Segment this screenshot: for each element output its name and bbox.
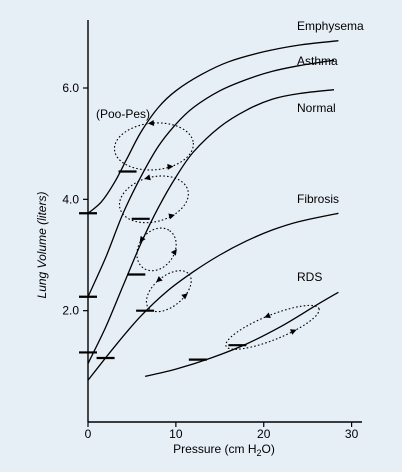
curve-rds — [144, 291, 339, 378]
loop-rds — [225, 304, 320, 350]
x-tick-label-20: 20 — [257, 427, 271, 441]
curve-fibrosis — [87, 212, 339, 381]
loop-arrow-lower-rds — [290, 329, 297, 335]
loop-arrow-lower-asthma — [168, 213, 175, 220]
x-axis-title-subscript: 2 — [256, 448, 261, 458]
axes — [87, 20, 362, 423]
loop-outline-emphysema — [113, 122, 194, 171]
loop-emphysema — [113, 119, 194, 171]
x-tick-label-30: 30 — [345, 427, 359, 441]
loop-outline-asthma — [118, 175, 189, 224]
loop-arrow-upper-fibrosis — [156, 276, 163, 283]
poo-pes-annotation: (Poo-Pes) — [96, 107, 150, 121]
loop-arrow-upper-rds — [264, 312, 271, 319]
y-tick-label-2: 2.0 — [62, 304, 79, 318]
curve-normal — [87, 89, 335, 364]
loop-arrow-lower-emphysema — [167, 163, 174, 170]
x-axis-title: Pressure (cm H2O) — [173, 442, 275, 458]
label-asthma: Asthma — [297, 54, 338, 68]
label-rds: RDS — [297, 270, 322, 284]
x-tick-label-0: 0 — [85, 427, 92, 441]
loop-arrow-upper-emphysema — [147, 119, 155, 126]
loop-asthma — [118, 174, 189, 224]
x-axis-title-tail: O) — [262, 442, 275, 456]
loop-arrow-lower-normal — [170, 248, 177, 256]
curve-asthma — [87, 59, 335, 298]
curve-emphysema — [87, 40, 339, 214]
label-emphysema: Emphysema — [297, 19, 364, 33]
y-tick-label-4: 4.0 — [62, 192, 79, 206]
label-normal: Normal — [297, 101, 336, 115]
loop-arrow-lower-fibrosis — [181, 293, 188, 300]
y-axis-title: Lung Volume (liters) — [35, 192, 49, 299]
axis-ticks: 0 10 20 30 2.0 4.0 6.0 — [62, 81, 358, 441]
loop-arrow-upper-asthma — [144, 174, 151, 181]
loop-outline-normal — [136, 227, 177, 272]
compliance-curves — [87, 40, 339, 381]
x-tick-label-10: 10 — [169, 427, 183, 441]
y-tick-label-6: 6.0 — [62, 81, 79, 95]
label-fibrosis: Fibrosis — [297, 192, 339, 206]
loop-normal — [136, 227, 177, 272]
x-axis-title-main: Pressure (cm H — [173, 442, 256, 456]
